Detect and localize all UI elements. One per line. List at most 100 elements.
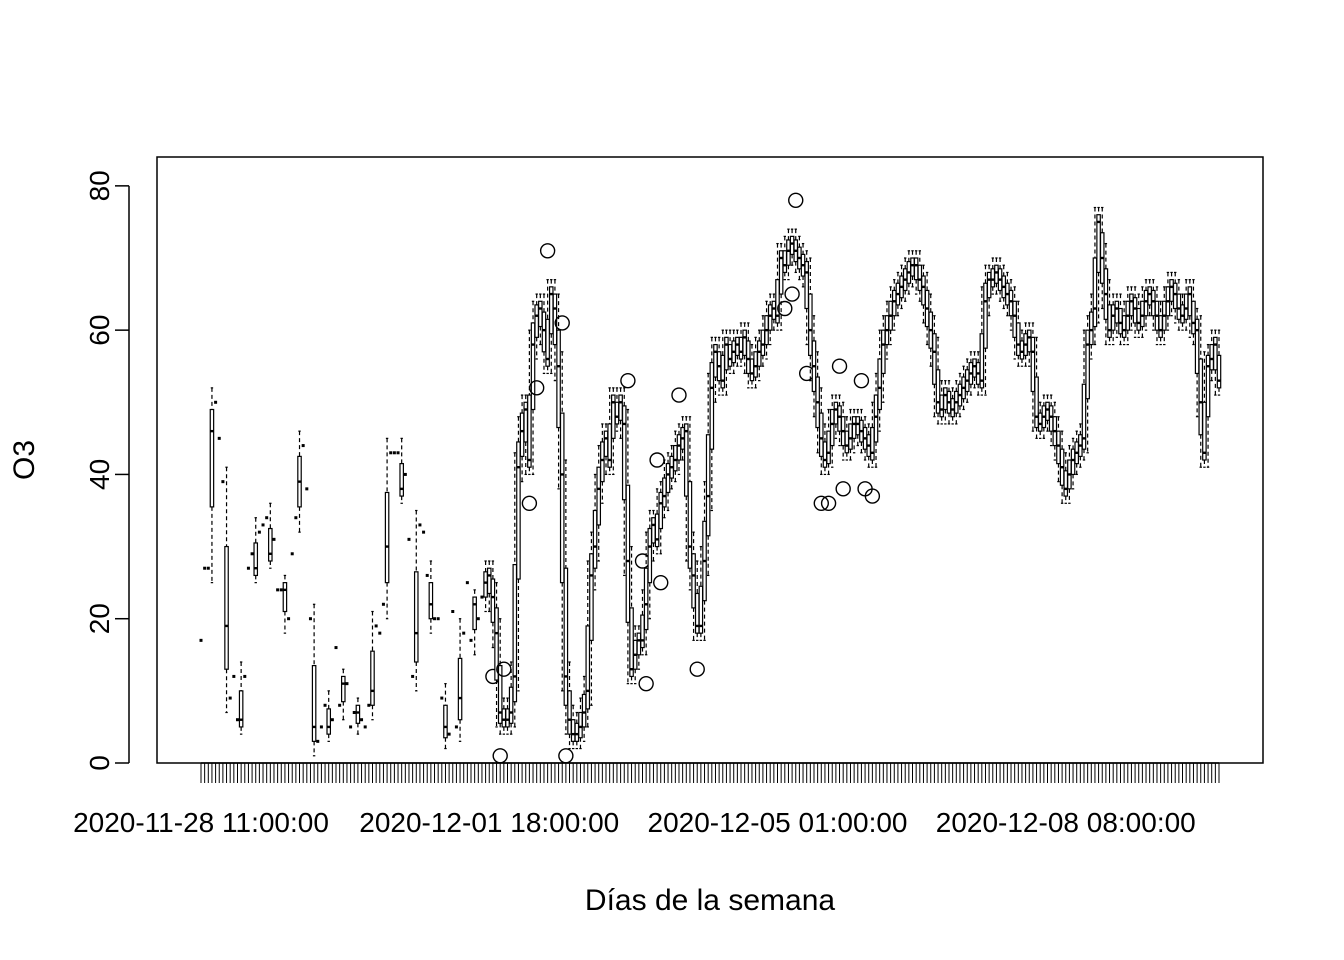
- box: [662, 477, 667, 508]
- box: [1169, 279, 1174, 302]
- outlier-point: [784, 286, 800, 302]
- box: [1085, 329, 1090, 400]
- box: [749, 358, 755, 382]
- box: [559, 412, 565, 584]
- outlier-point: [788, 192, 804, 208]
- box: [698, 585, 704, 634]
- box: [578, 711, 583, 739]
- box: [1187, 286, 1193, 317]
- median-point: [301, 444, 305, 448]
- box: [818, 412, 824, 457]
- box: [746, 340, 751, 375]
- y-tick-label: 60: [84, 315, 115, 346]
- median-point: [323, 703, 327, 707]
- median-point: [462, 631, 466, 635]
- median-point: [246, 566, 250, 570]
- box: [527, 394, 532, 468]
- outlier-point: [777, 300, 793, 317]
- box: [826, 430, 831, 465]
- box: [1143, 289, 1149, 317]
- median-point: [349, 725, 353, 729]
- median-point: [290, 552, 294, 556]
- box: [724, 336, 729, 371]
- box: [268, 527, 273, 562]
- x-axis-label: Días de la semana: [585, 884, 835, 917]
- median-point: [378, 631, 382, 635]
- box: [1070, 448, 1076, 476]
- box: [990, 268, 996, 288]
- y-axis: 0 20 40 60 80: [84, 170, 130, 771]
- box-series: [199, 192, 1222, 764]
- box: [691, 553, 696, 609]
- box: [596, 466, 602, 526]
- box: [607, 423, 612, 468]
- box: [767, 304, 773, 331]
- outlier-point: [620, 372, 636, 389]
- median-point: [257, 530, 261, 534]
- box: [822, 441, 828, 468]
- box: [1216, 354, 1222, 389]
- median-point: [228, 696, 232, 700]
- median-point: [422, 530, 426, 534]
- x-tick-label: 2020-12-01 18:00:00: [359, 807, 619, 838]
- box: [735, 336, 740, 356]
- box: [972, 358, 977, 378]
- box: [844, 430, 850, 454]
- median-point: [367, 703, 371, 707]
- box: [1063, 470, 1069, 497]
- box: [727, 343, 733, 367]
- box: [1180, 304, 1185, 324]
- box: [534, 304, 539, 338]
- median-point: [360, 718, 364, 722]
- median-point: [454, 725, 458, 729]
- y-tick-label: 40: [84, 459, 115, 490]
- median-point: [276, 588, 280, 592]
- box: [683, 423, 689, 497]
- box: [1191, 300, 1196, 335]
- box: [855, 416, 861, 436]
- y-tick-label: 20: [84, 603, 115, 634]
- box: [1129, 293, 1134, 317]
- box: [1140, 300, 1145, 328]
- box: [1114, 300, 1120, 324]
- box: [713, 343, 718, 378]
- box: [326, 708, 332, 735]
- median-point: [308, 617, 312, 621]
- box: [483, 571, 488, 598]
- median-point: [374, 624, 378, 628]
- box: [618, 394, 623, 421]
- box: [1198, 358, 1204, 436]
- box: [881, 329, 886, 375]
- box: [983, 282, 988, 349]
- median-point: [476, 617, 480, 621]
- x-tick-label: 2020-12-08 08:00:00: [936, 807, 1196, 838]
- median-point: [465, 581, 469, 585]
- median-point: [418, 523, 422, 527]
- box: [497, 665, 503, 724]
- outlier-point: [539, 243, 556, 259]
- box: [986, 271, 992, 299]
- box: [833, 401, 839, 425]
- box: [1213, 336, 1218, 371]
- box: [756, 340, 762, 367]
- box: [665, 463, 671, 494]
- median-point: [305, 487, 309, 491]
- box: [651, 517, 656, 544]
- box: [541, 311, 547, 353]
- outlier-point: [638, 675, 654, 692]
- box: [913, 257, 919, 281]
- box: [238, 690, 244, 728]
- box: [786, 239, 791, 266]
- box: [829, 408, 835, 447]
- median-point: [294, 516, 298, 520]
- median-point: [272, 537, 276, 541]
- box: [545, 318, 550, 367]
- box: [428, 582, 434, 620]
- box: [636, 632, 642, 656]
- box: [647, 527, 653, 584]
- box: [574, 722, 580, 742]
- box: [720, 354, 726, 389]
- median-point: [381, 602, 385, 606]
- median-point: [316, 739, 320, 743]
- outlier-point: [653, 574, 669, 591]
